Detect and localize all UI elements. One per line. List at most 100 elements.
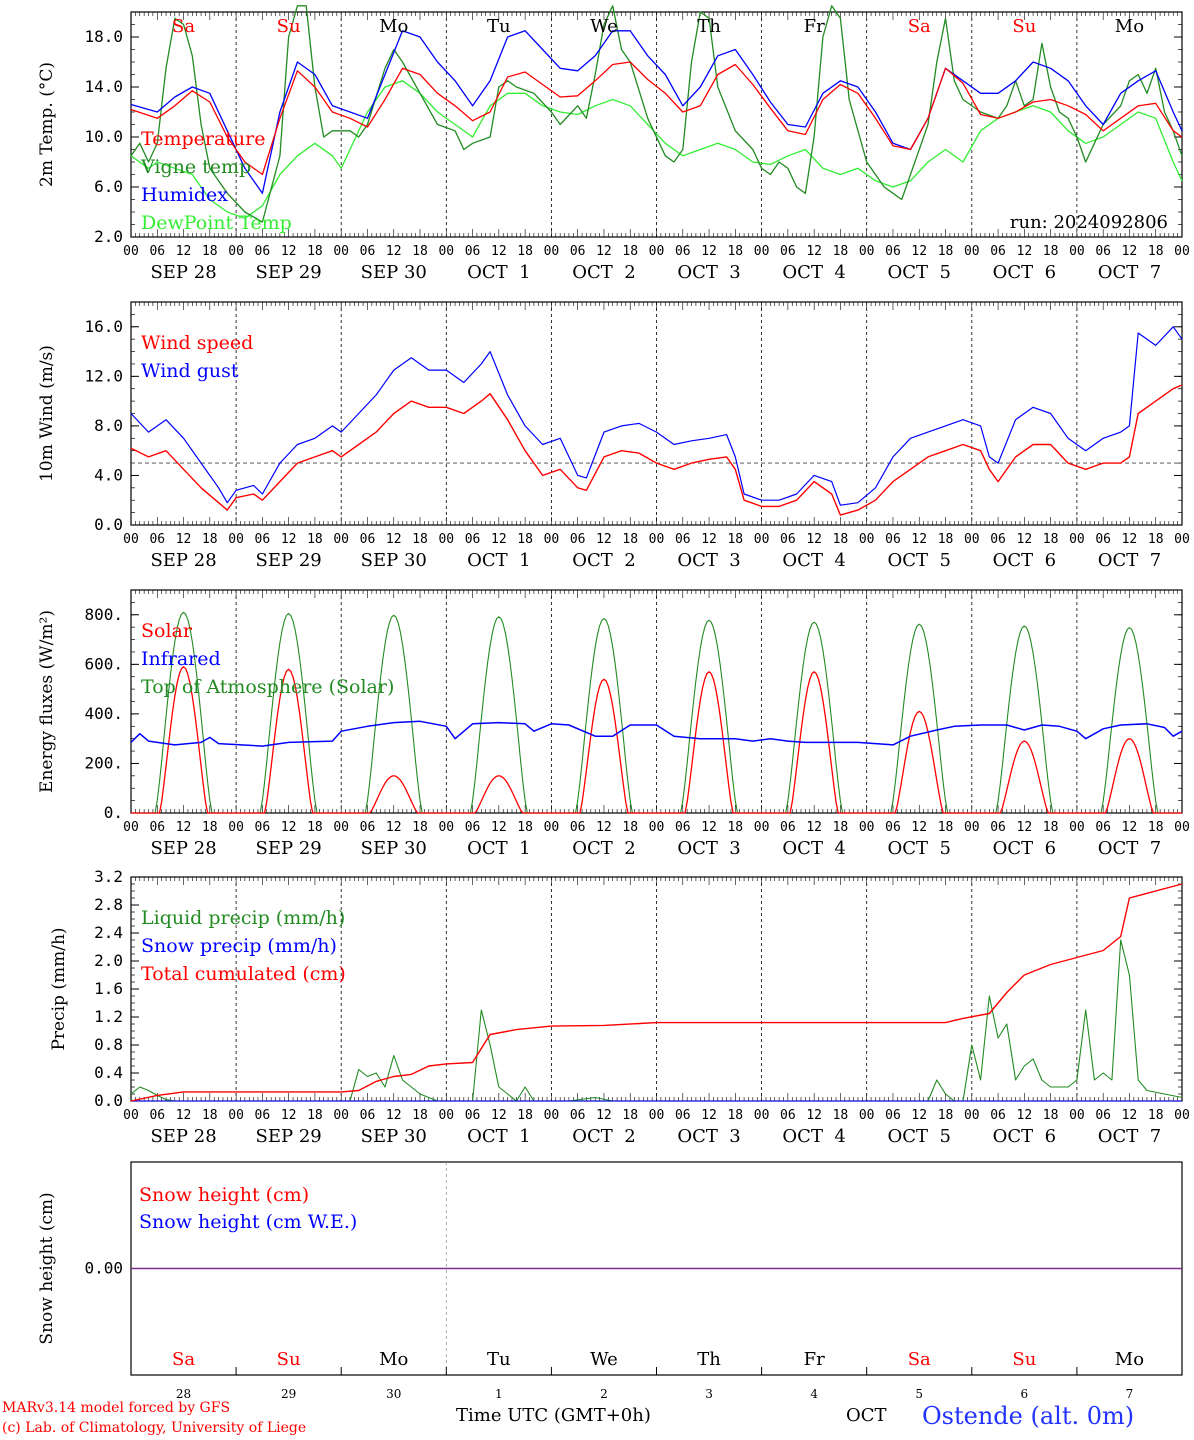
hour-tick-label: 18: [727, 1108, 743, 1123]
hour-tick-label: 12: [911, 1108, 927, 1123]
hour-tick-label: 18: [307, 820, 323, 835]
day-name-label: Mo: [1115, 16, 1144, 37]
hour-tick-label: 00: [438, 1108, 454, 1123]
legend-vigne-temp-line: Vigne temp: [140, 156, 251, 178]
hour-tick-label: 00: [438, 244, 454, 259]
hour-tick-label: 00: [228, 1108, 244, 1123]
hour-tick-label: 12: [491, 532, 507, 547]
hour-tick-label: 12: [911, 532, 927, 547]
y-tick-label: 400.: [84, 704, 123, 723]
y-tick-label: 12.0: [84, 366, 123, 385]
hour-tick-label: 00: [754, 532, 770, 547]
hour-tick-label: 18: [727, 820, 743, 835]
legend-temperature-line: Temperature: [141, 128, 265, 150]
date-label: OCT 7: [1098, 550, 1161, 571]
hour-tick-label: 06: [675, 1108, 691, 1123]
hour-tick-label: 18: [1043, 1108, 1059, 1123]
y-tick-label: 6.0: [94, 177, 123, 196]
y-tick-label: 1.6: [94, 979, 123, 998]
hour-tick-label: 00: [649, 244, 665, 259]
hour-tick-label: 06: [675, 244, 691, 259]
legend-snow-height: Snow height (cm): [139, 1184, 309, 1206]
date-label: OCT 5: [888, 550, 951, 571]
hour-tick-label: 06: [780, 1108, 796, 1123]
hour-tick-label: 12: [806, 532, 822, 547]
hour-tick-label: 00: [859, 1108, 875, 1123]
legend-snow-height-we: Snow height (cm W.E.): [139, 1211, 357, 1233]
hour-tick-label: 18: [517, 820, 533, 835]
hour-tick-label: 12: [1017, 532, 1033, 547]
hour-tick-label: 00: [649, 820, 665, 835]
hour-tick-label: 18: [1043, 820, 1059, 835]
day-number-label: 4: [810, 1387, 818, 1401]
y-tick-label: 0.4: [94, 1063, 123, 1082]
hour-tick-label: 00: [859, 244, 875, 259]
day-number-label: 29: [281, 1387, 296, 1401]
hour-tick-label: 00: [123, 820, 139, 835]
hour-tick-label: 18: [1043, 532, 1059, 547]
hour-tick-label: 12: [596, 820, 612, 835]
date-label: SEP 28: [150, 262, 216, 283]
hour-tick-label: 06: [990, 1108, 1006, 1123]
date-label: OCT 1: [467, 838, 530, 859]
hour-tick-label: 06: [885, 1108, 901, 1123]
hour-tick-label: 12: [176, 1108, 192, 1123]
hour-tick-label: 06: [255, 820, 271, 835]
date-label: SEP 29: [256, 1126, 322, 1147]
hour-tick-label: 00: [333, 244, 349, 259]
y-axis-title: 10m Wind (m/s): [37, 345, 57, 482]
hour-tick-label: 06: [1095, 820, 1111, 835]
date-label: OCT 3: [677, 1126, 740, 1147]
y-tick-label: 4.0: [94, 465, 123, 484]
hour-tick-label: 18: [833, 820, 849, 835]
hour-tick-label: 12: [806, 244, 822, 259]
hour-tick-label: 06: [149, 532, 165, 547]
hour-tick-label: 18: [622, 1108, 638, 1123]
hour-tick-label: 12: [176, 820, 192, 835]
hour-tick-label: 12: [911, 244, 927, 259]
hour-tick-label: 00: [1174, 1108, 1190, 1123]
hour-tick-label: 12: [176, 532, 192, 547]
hour-tick-label: 06: [570, 244, 586, 259]
hour-tick-label: 18: [622, 244, 638, 259]
hour-tick-label: 00: [544, 532, 560, 547]
hour-tick-label: 18: [517, 244, 533, 259]
hour-tick-label: 12: [386, 244, 402, 259]
hour-tick-label: 00: [438, 532, 454, 547]
wind-gust-line: [130, 326, 1183, 506]
panel-4: 00 06 12 18 00 06 12 18 00 06 12 18 00 06 12 18 00 06 12 18…: [49, 867, 1190, 1147]
day-name-label: Mo: [379, 16, 408, 37]
y-tick-label: 18.0: [84, 27, 123, 46]
y-tick-label: 2.4: [94, 923, 123, 942]
date-label: OCT 2: [572, 838, 635, 859]
hour-tick-label: 00: [1069, 532, 1085, 547]
date-label: OCT 3: [677, 262, 740, 283]
day-name-label: Th: [697, 16, 721, 37]
hour-tick-label: 00: [333, 532, 349, 547]
date-label: OCT 3: [677, 838, 740, 859]
hour-tick-label: 18: [938, 820, 954, 835]
hour-tick-label: 18: [938, 1108, 954, 1123]
hour-tick-label: 18: [307, 1108, 323, 1123]
date-label: OCT 7: [1098, 1126, 1161, 1147]
hour-tick-label: 12: [911, 820, 927, 835]
hour-tick-label: 18: [622, 820, 638, 835]
y-axis-title: Energy fluxes (W/m²): [37, 610, 57, 793]
hour-tick-label: 12: [1017, 244, 1033, 259]
hour-tick-label: 00: [438, 820, 454, 835]
day-name-label: Su: [277, 16, 301, 37]
day-name-label-bottom: Th: [697, 1349, 721, 1370]
hour-tick-label: 18: [1148, 1108, 1164, 1123]
y-tick-label: 10.0: [84, 127, 123, 146]
date-label: SEP 30: [361, 262, 427, 283]
hour-tick-label: 06: [360, 244, 376, 259]
y-tick-label: 600.: [84, 654, 123, 673]
hour-tick-label: 12: [281, 244, 297, 259]
hour-tick-label: 12: [1017, 1108, 1033, 1123]
day-number-label: 5: [915, 1387, 923, 1401]
hour-tick-label: 00: [649, 532, 665, 547]
hour-tick-label: 06: [149, 244, 165, 259]
y-tick-label: 0.8: [94, 1035, 123, 1054]
day-name-label-bottom: Sa: [908, 1349, 931, 1370]
day-name-label: Tu: [487, 16, 511, 37]
